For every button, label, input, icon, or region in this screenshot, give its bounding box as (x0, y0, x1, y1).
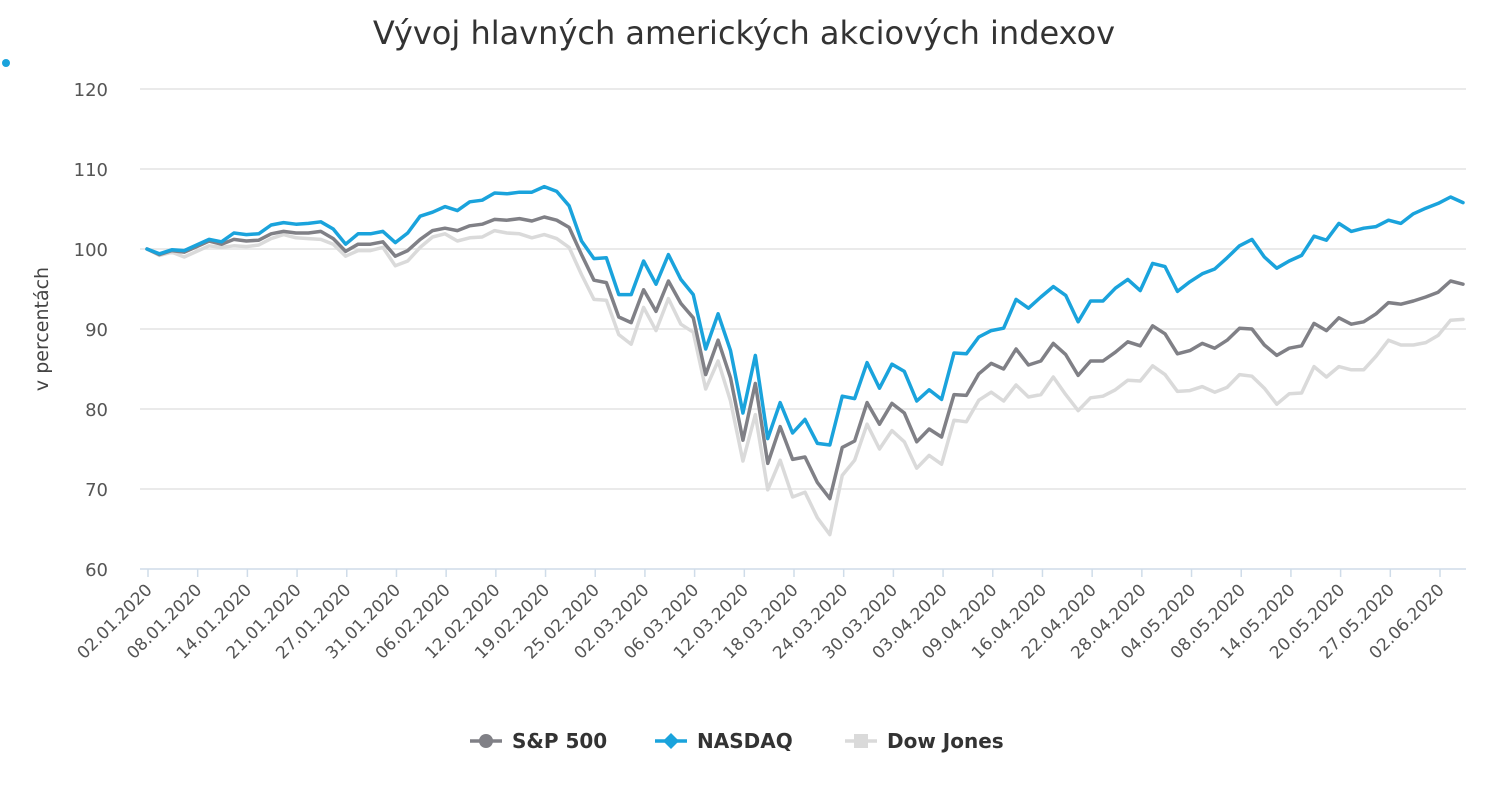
diamond-marker-icon (663, 733, 679, 749)
legend: S&P 500 NASDAQ Dow Jones (470, 729, 1004, 753)
series-line-nasdaq (145, 184, 1465, 447)
legend-item-s-p-500[interactable]: S&P 500 (470, 729, 607, 753)
x-axis-ticks: 02.01.202008.01.202014.01.202021.01.2020… (74, 569, 1449, 663)
chart-title: Vývoj hlavných amerických akciových inde… (373, 14, 1115, 52)
y-tick-label: 60 (85, 560, 108, 581)
gridlines (140, 88, 1466, 570)
y-tick-label: 110 (74, 160, 108, 181)
y-tick-label: 80 (85, 400, 108, 421)
legend-item-nasdaq[interactable]: NASDAQ (655, 729, 793, 753)
y-tick-label: 90 (85, 320, 108, 341)
y-tick-label: 70 (85, 480, 108, 501)
legend-item-dow-jones[interactable]: Dow Jones (845, 729, 1004, 753)
legend-label: NASDAQ (697, 729, 793, 753)
series-group (145, 184, 1465, 537)
circle-marker-icon (479, 734, 493, 748)
legend-label: Dow Jones (887, 729, 1004, 753)
y-axis-ticks: 60 70 80 90 100 110 120 (74, 80, 108, 581)
corner-dot-icon (2, 59, 10, 67)
square-marker-icon (854, 734, 868, 748)
y-tick-label: 100 (74, 240, 108, 261)
y-axis-title: v percentách (31, 267, 53, 391)
series-line-s-p-500 (145, 215, 1465, 501)
y-tick-label: 120 (74, 80, 108, 101)
legend-label: S&P 500 (512, 729, 607, 753)
series-line-dow-jones (145, 228, 1465, 537)
